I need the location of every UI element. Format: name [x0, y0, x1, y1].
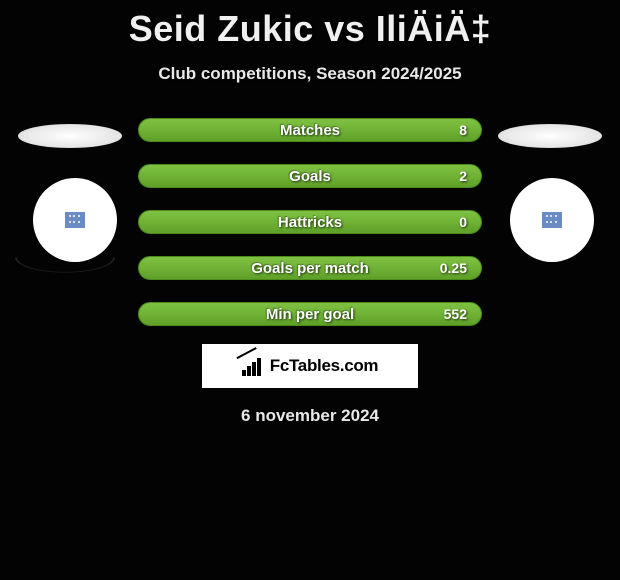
stat-value: 8	[459, 122, 467, 138]
brand-box[interactable]: FcTables.com	[202, 344, 418, 388]
stat-label: Min per goal	[266, 306, 354, 323]
player-left-photo	[33, 178, 117, 262]
stats-column: Matches 8 Goals 2 Hattricks 0 Goals per …	[130, 118, 490, 326]
stat-row-min-per-goal: Min per goal 552	[138, 302, 482, 326]
player-placeholder-icon	[65, 212, 85, 228]
stat-label: Hattricks	[278, 214, 342, 231]
player-right-ellipse	[498, 124, 602, 148]
page-title: Seid Zukic vs IliÄiÄ‡	[0, 0, 620, 50]
stat-label: Matches	[280, 122, 340, 139]
brand-chart-icon	[242, 356, 266, 376]
stat-row-goals: Goals 2	[138, 164, 482, 188]
stat-label: Goals	[289, 168, 331, 185]
stat-row-goals-per-match: Goals per match 0.25	[138, 256, 482, 280]
player-placeholder-icon	[542, 212, 562, 228]
player-left-shadow	[15, 258, 115, 273]
stat-label: Goals per match	[251, 260, 369, 277]
stat-value: 0.25	[440, 260, 467, 276]
stat-value: 552	[444, 306, 467, 322]
stat-row-hattricks: Hattricks 0	[138, 210, 482, 234]
content-row: Matches 8 Goals 2 Hattricks 0 Goals per …	[0, 120, 620, 326]
player-right-photo	[510, 178, 594, 262]
stat-row-matches: Matches 8	[138, 118, 482, 142]
subtitle: Club competitions, Season 2024/2025	[0, 64, 620, 84]
stat-value: 2	[459, 168, 467, 184]
player-right-column	[490, 120, 610, 262]
player-left-ellipse	[18, 124, 122, 148]
brand-text: FcTables.com	[270, 356, 379, 376]
stat-value: 0	[459, 214, 467, 230]
player-left-column	[10, 120, 130, 262]
date-text: 6 november 2024	[0, 406, 620, 426]
